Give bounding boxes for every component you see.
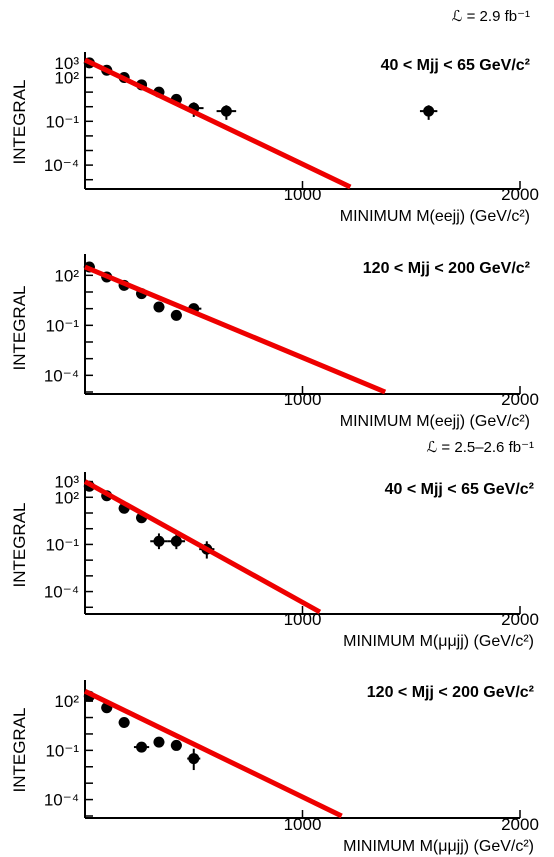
- y-axis-label: INTEGRAL: [10, 285, 29, 370]
- x-tick-label: 1000: [284, 815, 322, 834]
- luminosity-label: ℒ = 2.9 fb⁻¹: [452, 8, 530, 25]
- x-tick-label: 2000: [501, 390, 539, 409]
- data-point: [419, 105, 438, 120]
- data-marker: [153, 535, 165, 547]
- y-tick-label: 10⁻⁴: [44, 791, 79, 810]
- panel-title: 120 < Mjj < 200 GeV/c²: [363, 260, 530, 277]
- data-marker: [118, 716, 130, 728]
- x-tick-label: 2000: [501, 815, 539, 834]
- x-tick-label: 2000: [501, 185, 539, 204]
- x-axis-label: MINIMUM M(eejj) (GeV/c²): [340, 208, 530, 225]
- data-marker: [170, 535, 182, 547]
- data-marker: [220, 105, 232, 117]
- data-marker: [170, 309, 182, 321]
- panel-4: 10² 10⁻¹ 10⁻⁴ 1000 2000 MINIMUM M(μμjj) (GeV/…: [10, 680, 539, 855]
- data-marker: [423, 105, 435, 117]
- panel-title: 120 < Mjj < 200 GeV/c²: [367, 684, 534, 701]
- luminosity-label: ℒ = 2.5–2.6 fb⁻¹: [426, 439, 534, 456]
- y-tick-label: 10⁻⁴: [44, 366, 79, 385]
- x-axis-label: MINIMUM M(eejj) (GeV/c²): [340, 413, 530, 430]
- data-point: [187, 748, 201, 771]
- y-tick-label: 10³: [54, 54, 79, 73]
- y-axis-label: INTEGRAL: [10, 79, 29, 164]
- y-axis-label: INTEGRAL: [10, 502, 29, 587]
- y-tick-label: 10⁻¹: [45, 316, 79, 335]
- data-point: [153, 301, 165, 313]
- data-marker: [136, 741, 148, 753]
- y-tick-label: 10⁻⁴: [44, 156, 79, 175]
- y-axis-label: INTEGRAL: [10, 707, 29, 792]
- data-point: [170, 309, 182, 321]
- data-marker: [170, 739, 182, 751]
- fit-line: [84, 264, 387, 395]
- data-point: [150, 533, 168, 550]
- x-axis-label: MINIMUM M(μμjj) (GeV/c²): [343, 838, 534, 855]
- data-point: [118, 716, 130, 728]
- x-tick-label: 2000: [501, 610, 539, 629]
- data-point: [216, 105, 237, 120]
- y-tick-label: 10²: [54, 266, 79, 285]
- x-tick-label: 1000: [284, 610, 322, 629]
- data-marker: [153, 301, 165, 313]
- x-axis-label: MINIMUM M(μμjj) (GeV/c²): [343, 633, 534, 650]
- data-marker: [153, 736, 165, 748]
- y-tick-label: 10⁻¹: [45, 741, 79, 760]
- y-tick-label: 10²: [54, 692, 79, 711]
- x-tick-label: 1000: [284, 390, 322, 409]
- y-tick-label: 10²: [54, 69, 79, 88]
- data-point: [167, 533, 186, 550]
- panel-2: 10² 10⁻¹ 10⁻⁴ 1000 2000 MINIMUM M(eejj) (GeV/…: [10, 254, 539, 430]
- fit-line: [83, 57, 352, 190]
- y-tick-label: 10³: [54, 473, 79, 492]
- y-tick-label: 10⁻¹: [45, 535, 79, 554]
- data-point: [153, 736, 165, 748]
- panel-title: 40 < Mjj < 65 GeV/c²: [381, 57, 530, 74]
- fit-line: [83, 479, 322, 615]
- data-point: [133, 741, 150, 753]
- y-tick-label: 10⁻⁴: [44, 583, 79, 602]
- x-tick-label: 1000: [284, 185, 322, 204]
- y-tick-label: 10²: [54, 488, 79, 507]
- panel-title: 40 < Mjj < 65 GeV/c²: [385, 481, 534, 498]
- y-tick-label: 10⁻¹: [45, 112, 79, 131]
- data-point: [170, 739, 182, 751]
- data-marker: [188, 753, 200, 765]
- fit-line: [83, 689, 343, 819]
